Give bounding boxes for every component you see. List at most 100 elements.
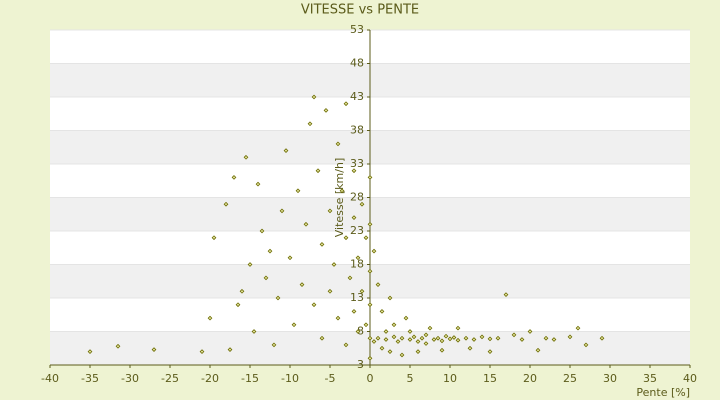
point bbox=[519, 337, 525, 342]
chart-title: VITESSE vs PENTE bbox=[301, 3, 419, 18]
point bbox=[335, 141, 341, 147]
point bbox=[259, 228, 265, 234]
point bbox=[391, 322, 397, 328]
x-tick-label: 10 bbox=[443, 372, 457, 385]
y-tick-label: 23 bbox=[350, 224, 364, 237]
point bbox=[287, 255, 293, 261]
point bbox=[567, 334, 573, 340]
y-tick-label: 8 bbox=[357, 325, 364, 338]
point bbox=[339, 188, 345, 194]
y-axis-label: Vitesse [km/h] bbox=[333, 158, 346, 238]
x-tick-label: -15 bbox=[241, 372, 259, 385]
y-tick-label: 33 bbox=[350, 157, 364, 170]
point bbox=[211, 235, 217, 241]
point bbox=[543, 335, 549, 341]
point bbox=[575, 325, 581, 331]
x-tick-label: -40 bbox=[41, 372, 59, 385]
point bbox=[223, 201, 229, 207]
point bbox=[363, 322, 369, 328]
point bbox=[503, 292, 509, 298]
point bbox=[307, 121, 313, 127]
point bbox=[467, 345, 473, 351]
point bbox=[511, 332, 517, 338]
point bbox=[251, 329, 257, 334]
point bbox=[455, 337, 461, 343]
x-tick-label: 30 bbox=[603, 372, 617, 385]
point bbox=[327, 208, 333, 214]
point bbox=[303, 221, 309, 227]
x-tick-label: -5 bbox=[325, 372, 336, 385]
point bbox=[311, 94, 317, 100]
point bbox=[379, 345, 385, 351]
point bbox=[599, 335, 605, 341]
point bbox=[415, 349, 421, 354]
point bbox=[323, 108, 329, 113]
point bbox=[391, 334, 397, 340]
point bbox=[583, 342, 589, 348]
point bbox=[455, 325, 461, 331]
point bbox=[407, 329, 413, 334]
point bbox=[415, 339, 421, 344]
point bbox=[411, 334, 417, 340]
point bbox=[395, 339, 401, 344]
point bbox=[367, 302, 373, 308]
point bbox=[487, 336, 493, 342]
point bbox=[479, 334, 485, 340]
point bbox=[299, 282, 305, 287]
point bbox=[399, 335, 405, 341]
point bbox=[379, 309, 385, 314]
point bbox=[367, 268, 373, 274]
point bbox=[87, 349, 93, 354]
point bbox=[351, 168, 357, 174]
point bbox=[371, 248, 377, 254]
point bbox=[319, 242, 325, 247]
point bbox=[231, 175, 237, 180]
x-tick-label: 25 bbox=[563, 372, 577, 385]
point bbox=[363, 235, 369, 241]
x-tick-label: -20 bbox=[201, 372, 219, 385]
point bbox=[335, 315, 341, 321]
y-tick-label: 18 bbox=[350, 258, 364, 271]
point bbox=[435, 335, 441, 341]
point bbox=[267, 248, 273, 254]
point bbox=[551, 337, 557, 342]
point bbox=[271, 342, 277, 348]
x-tick-label: -30 bbox=[121, 372, 139, 385]
point bbox=[527, 329, 533, 334]
point bbox=[383, 329, 389, 334]
x-tick-label: 20 bbox=[523, 372, 537, 385]
y-tick-label: 53 bbox=[350, 23, 364, 36]
point bbox=[359, 201, 365, 207]
point bbox=[227, 347, 233, 352]
point bbox=[115, 343, 121, 349]
point bbox=[275, 295, 281, 301]
point bbox=[439, 347, 445, 353]
point bbox=[387, 349, 393, 354]
point bbox=[327, 288, 333, 294]
point bbox=[151, 347, 157, 352]
point bbox=[423, 341, 429, 346]
x-tick-label: 15 bbox=[483, 372, 497, 385]
point bbox=[487, 349, 493, 354]
point bbox=[427, 325, 433, 331]
point bbox=[331, 262, 337, 267]
point bbox=[463, 335, 469, 341]
point bbox=[351, 309, 357, 314]
point bbox=[355, 255, 361, 261]
point bbox=[315, 168, 321, 174]
point bbox=[431, 337, 437, 342]
y-tick-label: 38 bbox=[350, 124, 364, 137]
point bbox=[407, 337, 413, 342]
point bbox=[383, 337, 389, 342]
point bbox=[419, 335, 425, 341]
point bbox=[343, 235, 349, 241]
x-tick-label: 0 bbox=[367, 372, 374, 385]
y-tick-label: 43 bbox=[350, 90, 364, 103]
y-tick-label: 48 bbox=[350, 57, 364, 70]
point bbox=[263, 275, 269, 281]
point bbox=[319, 335, 325, 341]
y-tick-label: 28 bbox=[350, 191, 364, 204]
point bbox=[375, 335, 381, 341]
point bbox=[199, 349, 205, 354]
point bbox=[367, 335, 373, 341]
